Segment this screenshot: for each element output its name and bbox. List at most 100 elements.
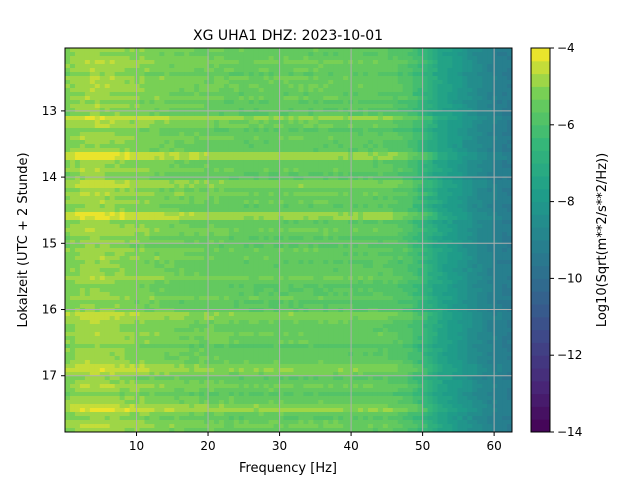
heatmap-cell [392, 120, 399, 125]
heatmap-cell [79, 224, 86, 229]
heatmap-cell [323, 104, 329, 109]
heatmap-cell [402, 116, 409, 121]
heatmap-cell [263, 208, 270, 213]
heatmap-cell [164, 100, 170, 105]
heatmap-cell [467, 188, 473, 193]
heatmap-cell [497, 260, 503, 265]
heatmap-cell [218, 256, 225, 261]
heatmap-cell [89, 260, 96, 265]
heatmap-cell [353, 132, 359, 137]
heatmap-cell [273, 120, 280, 125]
heatmap-cell [487, 76, 493, 81]
heatmap-cell [65, 56, 71, 61]
heatmap-cell [427, 244, 434, 249]
heatmap-cell [164, 48, 170, 53]
heatmap-cell [412, 56, 419, 61]
heatmap-cell [89, 76, 96, 81]
heatmap-cell [184, 184, 190, 189]
heatmap-cell [372, 244, 379, 249]
heatmap-cell [65, 72, 71, 77]
heatmap-cell [467, 108, 473, 113]
heatmap-cell [84, 152, 91, 157]
heatmap-cell [258, 136, 265, 141]
heatmap-cell [457, 200, 463, 205]
heatmap-cell [159, 212, 165, 217]
heatmap-cell [392, 76, 399, 81]
heatmap-cell [94, 196, 101, 201]
heatmap-cell [283, 116, 290, 121]
heatmap-cell [154, 156, 160, 161]
heatmap-cell [472, 60, 478, 65]
heatmap-cell [209, 200, 215, 205]
heatmap-cell [313, 172, 319, 177]
heatmap-cell [164, 252, 170, 257]
heatmap-cell [174, 240, 180, 245]
heatmap-cell [492, 204, 498, 209]
heatmap-cell [74, 56, 81, 61]
heatmap-cell [204, 72, 210, 77]
heatmap-cell [427, 180, 434, 185]
heatmap-cell [318, 80, 324, 85]
heatmap-cell [497, 160, 503, 165]
heatmap-cell [154, 192, 160, 197]
heatmap-cell [134, 196, 141, 201]
heatmap-cell [467, 260, 473, 265]
heatmap-cell [248, 180, 255, 185]
heatmap-cell [363, 140, 369, 145]
heatmap-cell [228, 264, 235, 269]
heatmap-cell [149, 80, 155, 85]
heatmap-cell [238, 104, 245, 109]
heatmap-cell [392, 108, 399, 113]
heatmap-cell [293, 116, 300, 121]
heatmap-cell [233, 76, 240, 81]
heatmap-cell [283, 232, 290, 237]
heatmap-cell [223, 244, 230, 249]
heatmap-cell [313, 68, 319, 73]
heatmap-cell [457, 96, 463, 101]
heatmap-cell [164, 188, 170, 193]
heatmap-cell [79, 92, 86, 97]
heatmap-cell [432, 60, 439, 65]
heatmap-cell [69, 152, 76, 157]
heatmap-cell [507, 164, 512, 169]
heatmap-cell [442, 192, 449, 197]
heatmap-cell [179, 184, 185, 189]
heatmap-cell [432, 72, 439, 77]
heatmap-cell [79, 100, 86, 105]
heatmap-cell [199, 196, 205, 201]
heatmap-cell [397, 108, 404, 113]
heatmap-cell [497, 168, 503, 173]
heatmap-cell [467, 76, 473, 81]
heatmap-cell [144, 60, 151, 65]
heatmap-cell [104, 96, 111, 101]
heatmap-cell [407, 96, 414, 101]
heatmap-cell [367, 56, 374, 61]
heatmap-cell [233, 168, 240, 173]
heatmap-cell [109, 164, 116, 169]
heatmap-cell [338, 84, 344, 89]
heatmap-cell [462, 248, 468, 253]
heatmap-cell [174, 244, 180, 249]
heatmap-cell [268, 76, 275, 81]
heatmap-cell [467, 52, 473, 57]
heatmap-cell [497, 92, 503, 97]
heatmap-cell [313, 148, 319, 153]
heatmap-cell [119, 84, 126, 89]
heatmap-cell [214, 228, 220, 233]
heatmap-cell [154, 140, 160, 145]
heatmap-cell [338, 224, 344, 229]
heatmap-cell [144, 96, 151, 101]
heatmap-cell [402, 188, 409, 193]
heatmap-cell [363, 88, 369, 93]
heatmap-cell [333, 52, 339, 57]
heatmap-cell [209, 256, 215, 261]
heatmap-cell [442, 156, 449, 161]
heatmap-cell [507, 172, 512, 177]
heatmap-cell [442, 112, 449, 117]
heatmap-cell [482, 160, 488, 165]
heatmap-cell [407, 236, 414, 241]
heatmap-cell [263, 148, 270, 153]
heatmap-cell [472, 240, 478, 245]
heatmap-cell [363, 236, 369, 241]
heatmap-cell [194, 252, 200, 257]
